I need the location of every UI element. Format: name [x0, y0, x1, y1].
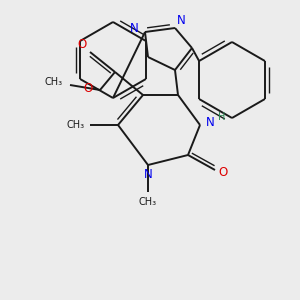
Text: O: O [218, 166, 228, 178]
Text: CH₃: CH₃ [67, 120, 85, 130]
Text: O: O [77, 38, 87, 50]
Text: H: H [218, 112, 226, 122]
Text: CH₃: CH₃ [45, 77, 63, 87]
Text: CH₃: CH₃ [139, 197, 157, 207]
Text: N: N [206, 116, 214, 130]
Text: N: N [144, 169, 152, 182]
Text: O: O [83, 82, 93, 94]
Text: N: N [130, 22, 138, 35]
Text: N: N [177, 14, 185, 28]
